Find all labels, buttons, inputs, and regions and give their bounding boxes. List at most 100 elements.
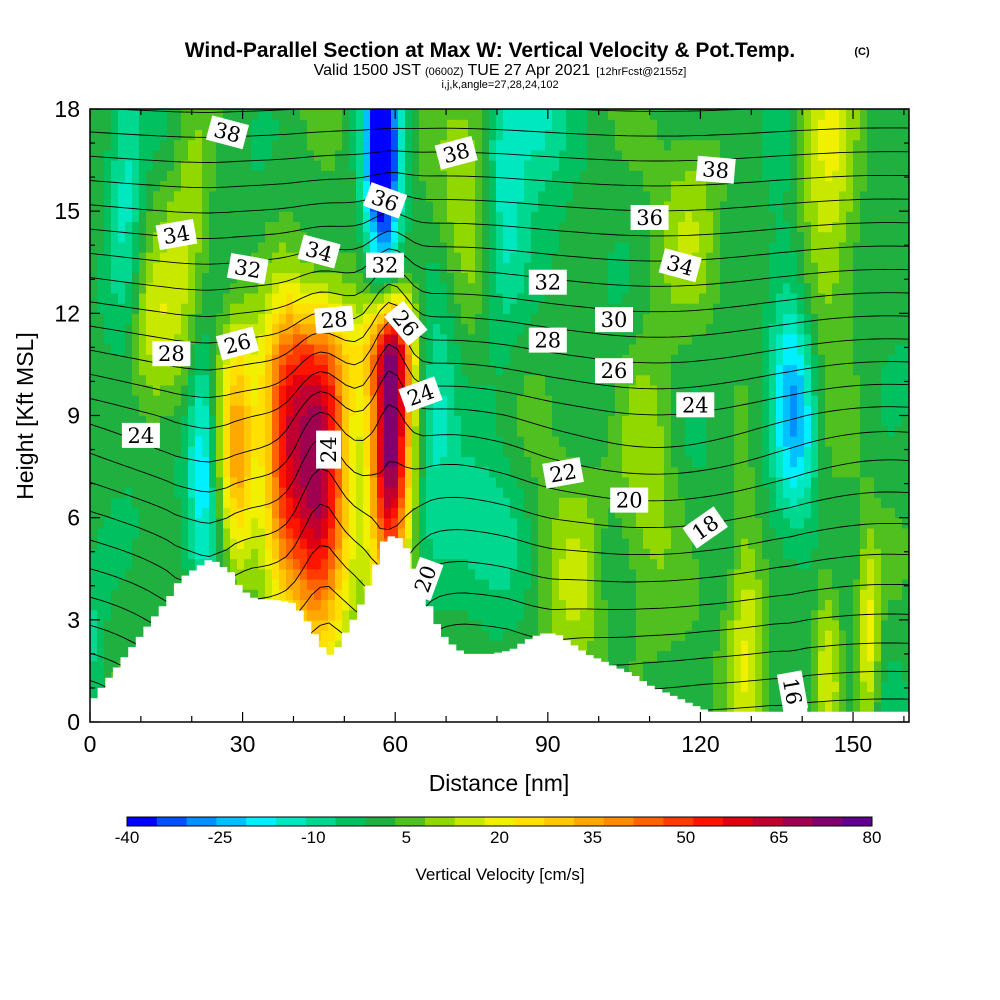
velocity-cell [307, 507, 315, 519]
velocity-cell [559, 354, 567, 366]
velocity-cell [146, 160, 154, 171]
velocity-cell [496, 476, 504, 488]
velocity-cell [622, 252, 630, 263]
velocity-cell [440, 313, 448, 325]
velocity-cell [433, 190, 441, 202]
velocity-cell [629, 527, 637, 539]
velocity-cell [104, 160, 112, 171]
velocity-cell [482, 507, 490, 519]
velocity-cell [272, 568, 280, 580]
velocity-cell [370, 527, 378, 539]
velocity-cell [286, 435, 294, 447]
velocity-cell [538, 149, 546, 161]
velocity-cell [496, 160, 504, 171]
velocity-cell [580, 395, 588, 406]
velocity-cell [111, 252, 119, 263]
velocity-cell [559, 507, 567, 519]
velocity-cell [132, 405, 140, 417]
velocity-cell [363, 517, 371, 529]
velocity-cell [643, 466, 651, 478]
velocity-cell [90, 139, 98, 151]
velocity-cell [398, 446, 406, 457]
velocity-cell [146, 456, 154, 468]
velocity-cell [314, 415, 322, 427]
velocity-cell [160, 476, 168, 488]
velocity-cell [118, 129, 126, 141]
velocity-cell [608, 272, 616, 284]
velocity-cell [475, 272, 483, 284]
velocity-cell [349, 333, 357, 345]
velocity-cell [454, 221, 462, 233]
velocity-cell [587, 456, 595, 468]
velocity-cell [139, 200, 147, 212]
velocity-cell [622, 640, 630, 652]
velocity-cell [342, 517, 350, 529]
velocity-cell [412, 129, 420, 141]
velocity-cell [622, 630, 630, 641]
velocity-cell [265, 446, 273, 457]
velocity-cell [636, 252, 644, 263]
velocity-cell [391, 384, 399, 396]
velocity-cell [349, 538, 357, 549]
velocity-cell [111, 446, 119, 457]
velocity-cell [202, 262, 210, 274]
velocity-cell [524, 466, 532, 478]
velocity-cell [258, 190, 266, 202]
velocity-cell [279, 221, 287, 233]
velocity-cell [580, 456, 588, 468]
velocity-cell [342, 446, 350, 457]
velocity-cell [195, 109, 203, 120]
velocity-cell [139, 395, 147, 406]
velocity-cell [132, 395, 140, 406]
velocity-cell [244, 354, 252, 366]
velocity-cell [146, 170, 154, 182]
velocity-cell [636, 231, 644, 243]
velocity-cell [643, 538, 651, 549]
velocity-cell [314, 292, 322, 304]
velocity-cell [608, 640, 616, 652]
velocity-cell [440, 568, 448, 580]
velocity-cell [559, 211, 567, 222]
velocity-cell [223, 323, 231, 335]
velocity-cell [566, 343, 574, 355]
velocity-cell [517, 517, 525, 529]
velocity-cell [300, 466, 308, 478]
velocity-cell [405, 149, 413, 161]
velocity-cell [524, 160, 532, 171]
velocity-cell [454, 415, 462, 427]
velocity-cell [153, 303, 161, 314]
velocity-cell [566, 272, 574, 284]
velocity-cell [356, 160, 364, 171]
velocity-cell [629, 446, 637, 457]
velocity-cell [104, 343, 112, 355]
velocity-cell [587, 323, 595, 335]
velocity-cell [188, 241, 196, 253]
velocity-cell [580, 640, 588, 652]
velocity-cell [321, 558, 329, 570]
velocity-cell [440, 538, 448, 549]
velocity-cell [496, 456, 504, 468]
velocity-cell [503, 395, 511, 406]
velocity-cell [503, 568, 511, 580]
velocity-cell [650, 119, 658, 131]
velocity-cell [538, 364, 546, 376]
velocity-cell [132, 241, 140, 253]
velocity-cell [440, 129, 448, 141]
velocity-cell [167, 200, 175, 212]
velocity-cell [440, 384, 448, 396]
velocity-cell [125, 109, 133, 120]
velocity-cell [139, 630, 147, 641]
velocity-cell [419, 200, 427, 212]
velocity-cell [482, 487, 490, 498]
velocity-cell [636, 405, 644, 417]
velocity-cell [517, 374, 525, 386]
velocity-cell [496, 119, 504, 131]
velocity-cell [594, 139, 602, 151]
velocity-cell [335, 343, 343, 355]
velocity-cell [167, 435, 175, 447]
velocity-cell [314, 548, 322, 560]
velocity-cell [629, 109, 637, 120]
velocity-cell [97, 170, 105, 182]
velocity-cell [594, 507, 602, 519]
velocity-cell [272, 343, 280, 355]
